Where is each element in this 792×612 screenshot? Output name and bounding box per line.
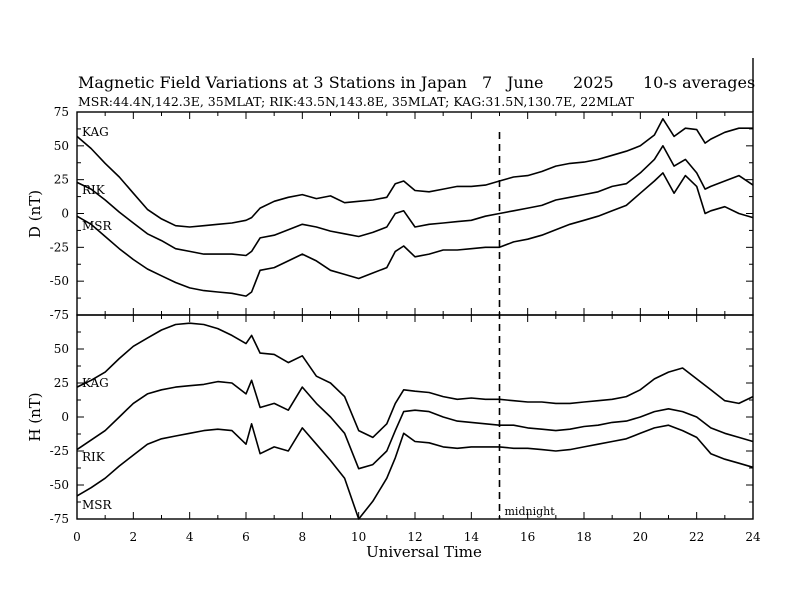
panel-d-frame: [76, 111, 754, 316]
series-line-kag-h: [76, 322, 754, 439]
x-tick-label: 18: [576, 530, 591, 544]
panel-d-ylabel: D (nT): [26, 190, 44, 238]
y-tick-label: -25: [50, 444, 69, 458]
y-tick-label: 75: [54, 105, 69, 119]
chart-title: Magnetic Field Variations at 3 Stations …: [78, 73, 467, 92]
series-line-rik-h: [76, 379, 754, 470]
chart-title-year: 2025: [573, 73, 614, 92]
series-line-msr-d: [76, 172, 754, 297]
series-line-rik-d: [76, 145, 754, 257]
y-tick-label: -75: [50, 308, 69, 322]
x-tick-label: 22: [689, 530, 704, 544]
series-line-msr-h: [76, 422, 754, 520]
y-tick-label: -50: [50, 478, 69, 492]
station-label-rik: RIK: [82, 183, 106, 197]
y-tick-label: -75: [50, 512, 69, 526]
x-tick-label: 4: [186, 530, 194, 544]
y-tick-label: -50: [50, 274, 69, 288]
chart-title-note: 10-s averages: [643, 73, 755, 92]
x-tick-label: 2: [130, 530, 138, 544]
x-tick-label: 6: [242, 530, 250, 544]
x-tick-label: 0: [73, 530, 81, 544]
x-tick-label: 12: [407, 530, 422, 544]
y-tick-label: 25: [54, 376, 69, 390]
chart-layer: 75 50 25 0 -25 -50 -75 KAG RIK MSR 50 25 0 -25 -50 -75 K…: [50, 105, 761, 544]
station-label-rik: RIK: [82, 450, 106, 464]
y-tick-label: 50: [54, 342, 69, 356]
x-tick-label: 10: [351, 530, 366, 544]
panel-h-frame: [76, 314, 754, 520]
station-label-kag: KAG: [82, 125, 109, 139]
x-axis-label: Universal Time: [366, 543, 482, 561]
station-label-kag: KAG: [82, 376, 109, 390]
series-line-kag-d: [76, 118, 753, 228]
station-label-msr: MSR: [82, 219, 113, 233]
chart-subtitle: MSR:44.4N,142.3E, 35MLAT; RIK:43.5N,143.…: [78, 94, 635, 109]
chart-title-month: June: [505, 73, 544, 92]
station-label-msr: MSR: [82, 498, 113, 512]
y-tick-label: -25: [50, 240, 69, 254]
y-tick-label: 0: [61, 207, 69, 221]
midnight-label: midnight: [505, 505, 556, 518]
x-tick-label: 20: [633, 530, 648, 544]
y-tick-label: 50: [54, 139, 69, 153]
x-tick-label: 14: [464, 530, 480, 544]
x-tick-label: 24: [745, 530, 761, 544]
y-tick-label: 0: [61, 410, 69, 424]
x-tick-label: 8: [299, 530, 307, 544]
panel-h-ylabel: H (nT): [26, 392, 44, 441]
chart-title-day: 7: [482, 73, 492, 92]
x-tick-label: 16: [520, 530, 535, 544]
y-tick-label: 25: [54, 173, 69, 187]
